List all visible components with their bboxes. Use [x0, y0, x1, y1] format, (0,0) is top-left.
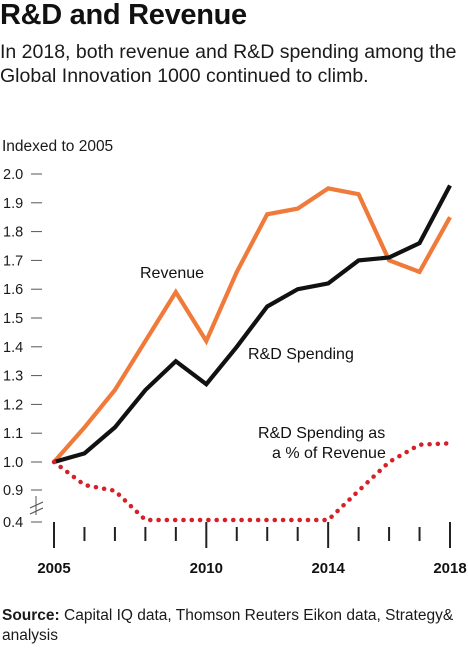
y-tick-label: 1.1 — [3, 426, 23, 442]
series-label: Revenue — [140, 265, 204, 282]
y-tick-label: 1.8 — [3, 225, 23, 241]
series-label: a % of Revenue — [272, 445, 386, 462]
y-tick-label: 1.4 — [3, 340, 23, 356]
x-tick-label: 2018 — [433, 560, 466, 577]
line-chart: 2.0 1.9 1.8 1.7 1.6 1.5 1.4 1.3 1.2 1.1 1.0 0.9 0.4 2… — [3, 167, 467, 577]
y-tick-label: 1.7 — [3, 253, 23, 269]
y-tick-label: 1.2 — [3, 397, 23, 413]
series-label: R&D Spending as — [258, 425, 385, 442]
axis-break-mark — [29, 501, 44, 509]
rd-spending-line — [53, 184, 452, 465]
y-tick-label: 1.0 — [3, 455, 23, 471]
y-tick-label: 1.5 — [3, 311, 23, 327]
y-tick-label: 0.4 — [3, 515, 23, 531]
x-tick-label: 2010 — [190, 560, 223, 577]
source-label: Source: — [2, 607, 60, 624]
y-tick-label: 1.6 — [3, 282, 23, 298]
series-label: R&D Spending — [248, 346, 354, 363]
source-note: Source: Capital IQ data, Thomson Reuters… — [2, 606, 468, 646]
y-axis-label: Indexed to 2005 — [2, 138, 114, 155]
revenue-line — [52, 186, 452, 464]
y-tick-label: 1.3 — [3, 369, 23, 385]
y-tick-label: 2.0 — [3, 167, 23, 183]
x-tick-label: 2005 — [37, 560, 70, 577]
chart-title: R&D and Revenue — [0, 0, 247, 31]
y-tick-label: 0.9 — [3, 483, 23, 499]
axis-break-mark — [29, 507, 44, 515]
chart-subtitle: In 2018, both revenue and R&D spending a… — [0, 41, 457, 87]
source-text: Capital IQ data, Thomson Reuters Eikon d… — [2, 607, 454, 644]
y-tick-label: 1.9 — [3, 196, 23, 212]
rd-pct-revenue-line — [51, 441, 453, 523]
x-tick-label: 2014 — [311, 560, 345, 577]
